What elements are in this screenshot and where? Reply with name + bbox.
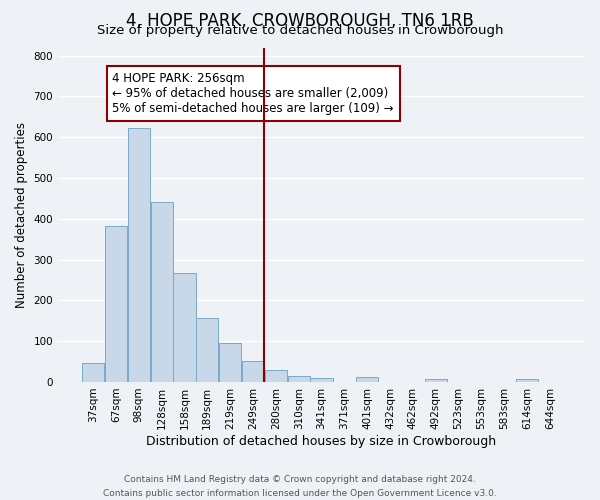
- Bar: [265, 370, 287, 382]
- Bar: [105, 226, 127, 382]
- Text: 4 HOPE PARK: 256sqm
← 95% of detached houses are smaller (2,009)
5% of semi-deta: 4 HOPE PARK: 256sqm ← 95% of detached ho…: [112, 72, 394, 115]
- Bar: [219, 343, 241, 382]
- Bar: [82, 363, 104, 382]
- X-axis label: Distribution of detached houses by size in Crowborough: Distribution of detached houses by size …: [146, 434, 497, 448]
- Bar: [287, 376, 310, 382]
- Text: Size of property relative to detached houses in Crowborough: Size of property relative to detached ho…: [97, 24, 503, 37]
- Bar: [310, 378, 332, 382]
- Bar: [356, 377, 378, 382]
- Text: 4, HOPE PARK, CROWBOROUGH, TN6 1RB: 4, HOPE PARK, CROWBOROUGH, TN6 1RB: [126, 12, 474, 30]
- Text: Contains HM Land Registry data © Crown copyright and database right 2024.
Contai: Contains HM Land Registry data © Crown c…: [103, 476, 497, 498]
- Y-axis label: Number of detached properties: Number of detached properties: [15, 122, 28, 308]
- Bar: [173, 273, 196, 382]
- Bar: [516, 378, 538, 382]
- Bar: [242, 360, 264, 382]
- Bar: [425, 379, 447, 382]
- Bar: [151, 202, 173, 382]
- Bar: [196, 318, 218, 382]
- Bar: [128, 128, 150, 382]
